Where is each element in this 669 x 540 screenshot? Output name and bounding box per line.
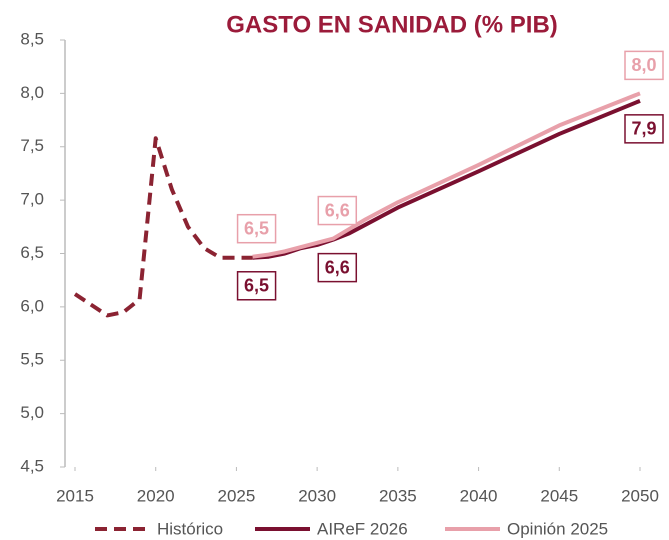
data-label: 7,9 bbox=[631, 119, 656, 139]
series-line bbox=[252, 98, 641, 260]
x-tick-label: 2045 bbox=[540, 486, 578, 505]
legend-label: Histórico bbox=[157, 519, 223, 538]
x-tick-label: 2025 bbox=[218, 486, 256, 505]
y-tick-label: 6,0 bbox=[20, 296, 44, 315]
x-tick-label: 2040 bbox=[460, 486, 498, 505]
data-label-box bbox=[317, 252, 358, 283]
y-tick-label: 5,0 bbox=[20, 403, 44, 422]
data-label-box bbox=[624, 50, 664, 81]
series-line bbox=[73, 136, 253, 318]
y-tick-label: 5,5 bbox=[20, 350, 44, 369]
data-label: 6,5 bbox=[244, 276, 269, 296]
data-label-box bbox=[236, 271, 277, 301]
y-tick-label: 7,5 bbox=[20, 136, 44, 155]
data-label-box bbox=[317, 195, 358, 226]
data-label: 6,5 bbox=[244, 218, 269, 238]
y-tick-label: 8,0 bbox=[20, 83, 44, 102]
y-tick-label: 7,0 bbox=[20, 190, 44, 209]
x-tick-label: 2015 bbox=[56, 486, 94, 505]
y-tick-label: 6,5 bbox=[20, 243, 44, 262]
data-label: 6,6 bbox=[325, 200, 350, 220]
data-label-box bbox=[624, 114, 664, 144]
series-line bbox=[252, 91, 641, 259]
x-tick-label: 2020 bbox=[137, 486, 175, 505]
x-tick-label: 2035 bbox=[379, 486, 417, 505]
data-label: 6,6 bbox=[325, 257, 350, 277]
chart-title: GASTO EN SANIDAD (% PIB) bbox=[226, 11, 558, 38]
y-tick-label: 4,5 bbox=[20, 456, 44, 475]
x-tick-label: 2030 bbox=[298, 486, 336, 505]
x-tick-label: 2050 bbox=[621, 486, 659, 505]
legend-label: Opinión 2025 bbox=[507, 519, 608, 538]
legend-label: AIReF 2026 bbox=[317, 519, 408, 538]
y-tick-label: 8,5 bbox=[20, 29, 44, 48]
data-label: 8,0 bbox=[631, 55, 656, 75]
data-label-box bbox=[236, 213, 277, 244]
